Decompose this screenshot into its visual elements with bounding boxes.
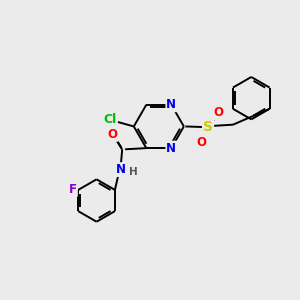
Text: N: N bbox=[166, 142, 176, 154]
Text: F: F bbox=[69, 183, 77, 196]
Text: S: S bbox=[203, 120, 213, 134]
Text: O: O bbox=[213, 106, 223, 119]
Text: H: H bbox=[129, 167, 137, 177]
Text: N: N bbox=[116, 163, 126, 176]
Text: O: O bbox=[108, 128, 118, 141]
Text: O: O bbox=[196, 136, 206, 149]
Text: N: N bbox=[166, 98, 176, 111]
Text: Cl: Cl bbox=[103, 112, 116, 126]
